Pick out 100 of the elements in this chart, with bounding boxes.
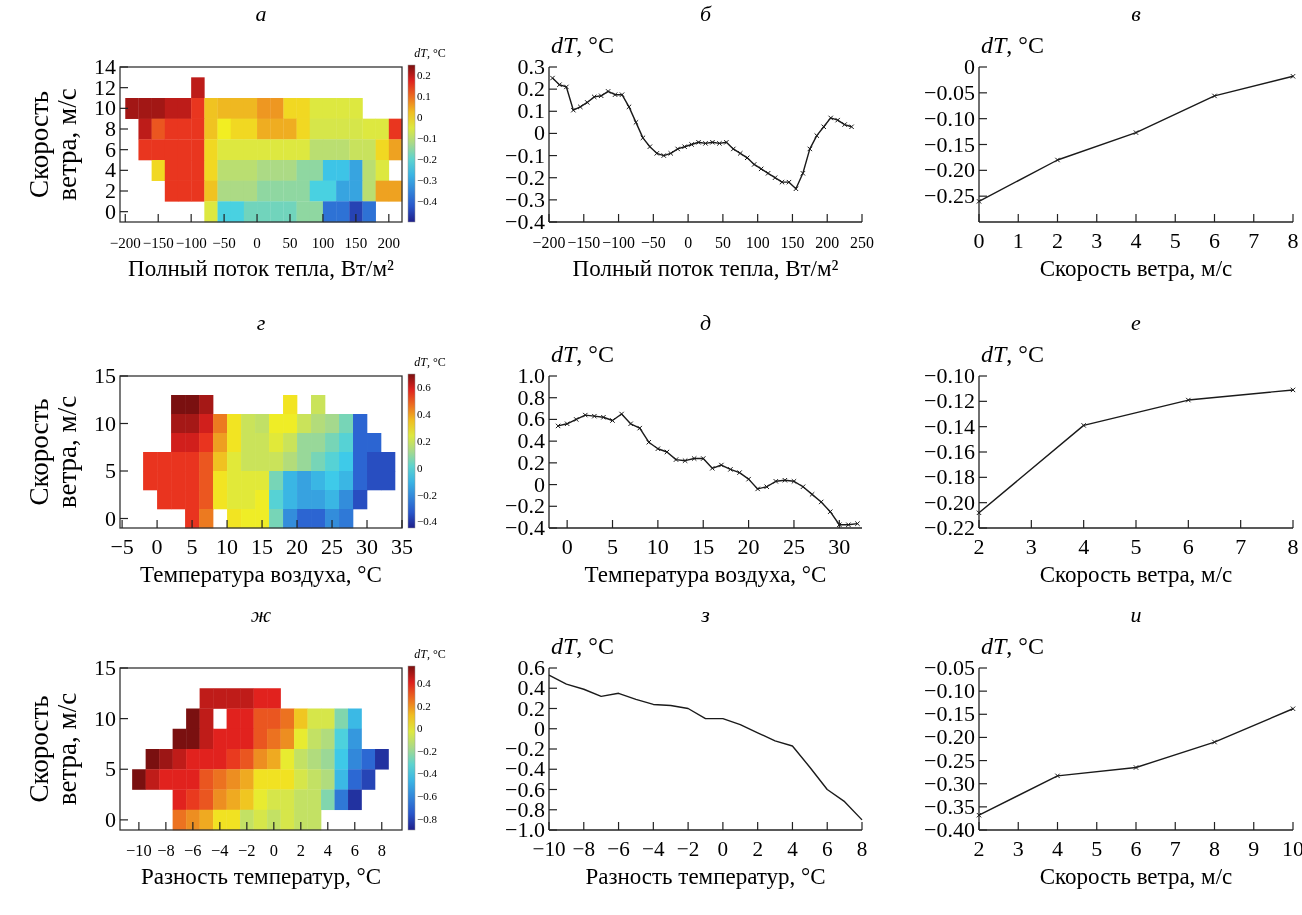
color-bar-label: −0.2 [417, 153, 437, 166]
x-tick-label: 4 [323, 841, 332, 860]
y-axis-title: Скорость ветра, м/с [24, 395, 82, 509]
color-bar-title: dT, °C [414, 647, 446, 661]
color-bar-label: 0.2 [417, 699, 431, 712]
y-tick-label: 5 [105, 756, 116, 782]
x-tick-label: 4 [787, 837, 799, 861]
x-tick-label: −2 [238, 841, 256, 860]
y-axis-title: dT, °C [981, 32, 1044, 58]
x-tick-label: 6 [1130, 836, 1142, 861]
x-tick-label: 25 [321, 534, 344, 559]
x-tick-label: 15 [251, 534, 274, 559]
y-tick-label: −0.20 [924, 489, 975, 515]
x-axis-title: Разность температур, °C [140, 864, 382, 889]
chart-title: е [1131, 310, 1142, 335]
color-bar-label: 0 [417, 722, 423, 735]
color-bar-label: 0.1 [417, 90, 431, 103]
x-tick-label: 6 [1182, 534, 1194, 559]
x-tick-label: −4 [211, 841, 229, 860]
y-tick-label: −0.18 [924, 464, 975, 490]
x-tick-label: 0 [269, 841, 278, 860]
chart-title: и [1130, 602, 1142, 627]
x-tick-label: 20 [737, 534, 760, 559]
x-tick-label: 0 [253, 235, 261, 251]
x-tick-label: −10 [126, 841, 152, 860]
y-tick-label: −0.25 [924, 747, 975, 773]
x-axis-title: Температура воздуха, °C [140, 562, 382, 587]
y-tick-label: −0.05 [924, 655, 975, 680]
x-tick-label: 3 [1012, 836, 1024, 861]
x-axis-title: Полный поток тепла, Вт/м² [128, 256, 394, 281]
x-tick-label: −150 [567, 234, 601, 251]
color-bar-label: −0.6 [417, 790, 438, 803]
y-tick-label: −0.20 [924, 157, 975, 183]
x-tick-label: −100 [602, 234, 635, 251]
x-tick-label: 2 [1052, 228, 1063, 253]
x-tick-label: −8 [157, 841, 175, 860]
x-axis-title: Полный поток тепла, Вт/м² [572, 256, 839, 281]
y-tick-label: −0.30 [924, 770, 975, 796]
x-tick-label: 7 [1169, 836, 1181, 861]
x-tick-label: 5 [1091, 836, 1103, 861]
x-tick-label: −6 [607, 837, 630, 861]
x-tick-label: 30 [828, 534, 851, 559]
x-tick-label: 3 [1025, 534, 1037, 559]
x-tick-label: 10 [646, 534, 669, 559]
y-tick-label: −0.05 [924, 79, 975, 105]
color-bar-label: −0.4 [417, 767, 438, 780]
y-tick-label: 5 [105, 458, 116, 483]
chart-title: а [255, 1, 267, 26]
x-tick-label: 5 [186, 534, 198, 559]
x-tick-label: −100 [175, 235, 207, 251]
y-tick-label: −0.10 [924, 678, 975, 704]
x-tick-label: 5 [607, 534, 619, 559]
y-axis-title: Скорость ветра, м/с [24, 692, 82, 806]
x-tick-label: 0 [561, 534, 573, 559]
x-axis-title: Скорость ветра, м/с [1039, 864, 1233, 889]
color-bar-title: dT, °C [414, 355, 446, 369]
x-tick-label: 20 [286, 534, 309, 559]
color-bar-label: −0.1 [417, 132, 437, 145]
x-tick-label: 250 [850, 234, 874, 251]
y-tick-label: −0.10 [924, 363, 975, 388]
x-tick-label: 2 [752, 837, 763, 861]
x-tick-label: 10 [216, 534, 239, 559]
x-tick-label: 100 [311, 235, 335, 251]
x-tick-label: 4 [1052, 836, 1063, 861]
y-tick-label: 0 [964, 54, 975, 79]
x-tick-label: −150 [142, 235, 174, 251]
x-tick-label: 35 [391, 534, 413, 559]
x-tick-label: 8 [856, 837, 868, 861]
x-tick-label: 5 [1130, 534, 1142, 559]
x-tick-label: −200 [109, 235, 141, 251]
y-tick-label: 0 [105, 806, 116, 832]
y-axis-title: dT, °C [981, 341, 1044, 367]
x-tick-label: 200 [377, 235, 401, 251]
x-tick-label: 6 [821, 837, 833, 861]
x-axis-title: Скорость ветра, м/с [1039, 562, 1233, 587]
color-bar-label: 0.6 [417, 381, 432, 394]
color-bar-label: 0.2 [417, 434, 431, 447]
chart-title: ж [250, 602, 272, 627]
x-tick-label: −8 [572, 837, 596, 861]
x-tick-label: −5 [110, 534, 134, 559]
color-bar-label: −0.4 [417, 515, 438, 528]
x-tick-label: 7 [1235, 534, 1247, 559]
y-axis-title: dT, °C [981, 633, 1044, 659]
x-tick-label: 2 [296, 841, 305, 860]
y-tick-label: −0.10 [924, 105, 975, 131]
color-bar-label: 0 [417, 461, 423, 474]
x-tick-label: −6 [184, 841, 202, 860]
color-bar-label: 0.4 [417, 408, 432, 421]
x-tick-label: 0 [151, 534, 163, 559]
x-tick-label: 8 [1209, 836, 1220, 861]
x-tick-label: 100 [745, 234, 770, 251]
x-tick-label: 6 [350, 841, 359, 860]
x-tick-label: 6 [1209, 228, 1220, 253]
x-axis-title: Разность температур, °C [585, 864, 826, 889]
x-tick-label: −50 [212, 235, 236, 251]
x-tick-label: 0 [684, 234, 693, 251]
x-axis-title: Температура воздуха, °C [584, 562, 827, 587]
x-tick-label: 7 [1248, 228, 1260, 253]
x-tick-label: 8 [1287, 228, 1299, 253]
color-bar-label: −0.4 [417, 195, 438, 208]
